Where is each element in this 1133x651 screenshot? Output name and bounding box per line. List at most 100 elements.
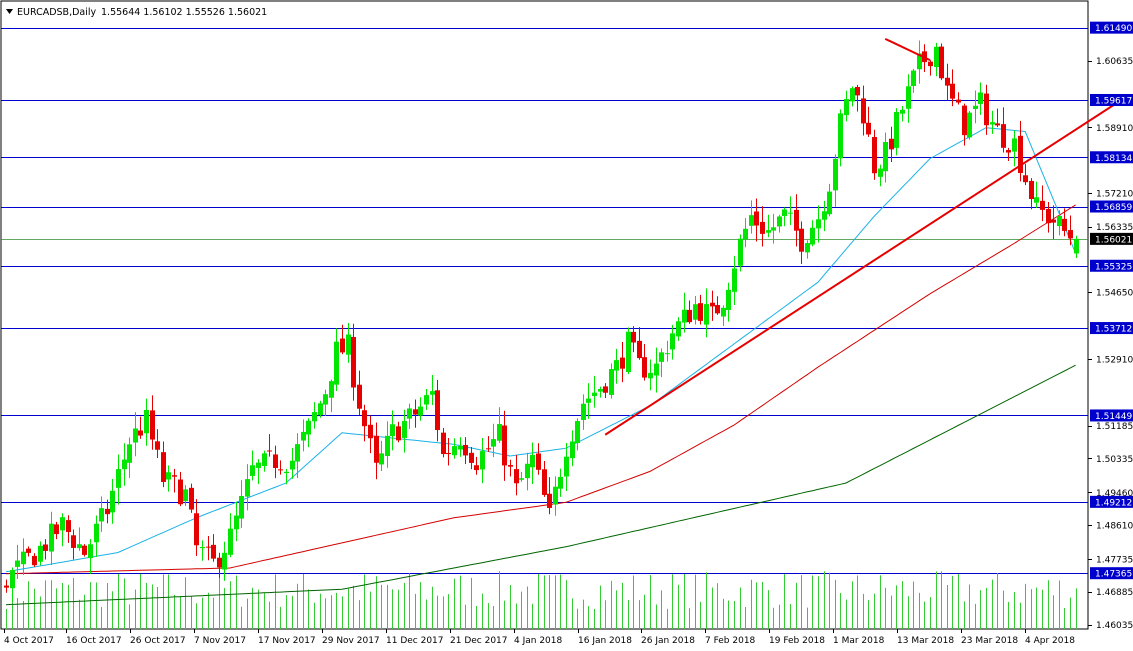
candle-body [374,435,379,463]
candle-body [49,523,54,552]
price-axis: 1.60635 1.58910 1.57210 1.56335 1.54650 1.529… [1088,21,1133,631]
candle-body [1046,209,1051,224]
candle-body [732,268,737,292]
y-tick-label: 1.56335 [1096,223,1133,233]
y-tick-label: 1.48610 [1096,522,1133,532]
candle-body [665,353,670,355]
candles [4,40,1079,602]
candle-body [592,392,597,397]
candle-body [194,513,199,546]
candle-body [788,212,793,214]
trendlines[interactable] [604,37,1121,436]
candle-body [962,105,967,136]
candle-body [144,409,149,434]
candle-body [816,219,821,229]
x-tick-label: 13 Mar 2018 [897,636,954,646]
candle-body [844,99,849,116]
y-tick-label: 1.51185 [1096,422,1133,432]
y-tick-label: 1.50335 [1096,455,1133,465]
candle-body [553,486,558,505]
candle-body [1034,197,1039,203]
candle-body [402,421,407,438]
candle-body [810,227,815,245]
candle-body [676,321,681,337]
candle-body [693,304,698,320]
y-tick-label: 1.60635 [1096,57,1133,67]
candle-body [558,477,563,489]
y-tick-label: 1.57210 [1096,189,1133,199]
candle-body [990,122,995,125]
candle-body [458,445,463,450]
candle-body [878,168,883,177]
candle-body [138,430,143,436]
x-tick-label: 19 Feb 2018 [769,636,825,646]
candle-body [486,448,491,450]
candle-body [133,428,138,443]
candle-body [900,109,905,114]
candle-body [54,524,59,535]
level-price-tag [1090,151,1133,164]
candle-body [648,372,653,379]
candle-body [211,544,216,559]
y-tick-label: 1.46035 [1096,621,1133,631]
candle-body [441,432,446,455]
candle-body [10,570,15,589]
candle-body [290,460,295,470]
candle-body [1029,180,1034,199]
candle-body [525,463,530,479]
horizontal-levels [1,28,1088,574]
candle-body [508,465,513,467]
candle-body [805,243,810,253]
candle-body [4,585,9,588]
candle-body [122,459,127,470]
candle-body [570,441,575,459]
level-price-label: 1.59617 [1095,96,1132,106]
candle-body [1001,124,1006,148]
candle-body [469,452,474,463]
level-price-tag [1090,200,1133,213]
candle-body [318,403,323,416]
x-tick-label: 7 Nov 2017 [194,636,246,646]
candle-body [715,305,720,314]
level-price-label: 1.55325 [1095,262,1132,272]
x-tick-label: 11 Dec 2017 [386,636,444,646]
chevron-down-icon[interactable] [6,9,13,14]
candle-body [1074,238,1079,254]
candle-body [939,46,944,79]
level-price-tag [1090,21,1133,34]
x-tick-label: 26 Jan 2018 [641,636,695,646]
candle-body [626,331,631,372]
candle-body [329,381,334,398]
candle-body [21,551,26,565]
candle-body [794,209,799,231]
candle-body [1068,230,1073,239]
candle-body [278,469,283,471]
y-tick-label: 1.54650 [1096,288,1133,298]
candle-body [682,309,687,323]
candle-body [116,469,121,488]
candle-body [659,352,664,362]
x-tick-label: 16 Oct 2017 [66,636,122,646]
level-price-label: 1.58134 [1095,154,1132,164]
candle-body [603,386,608,393]
current-price-label: 1.56021 [1095,235,1132,245]
candle-body [771,227,776,231]
moving-averages [5,127,1077,606]
x-tick-label: 26 Oct 2017 [130,636,186,646]
x-tick-label: 16 Jan 2018 [578,636,632,646]
x-tick-label: 7 Feb 2018 [705,636,756,646]
level-price-tag [1090,259,1133,272]
candle-body [721,307,726,317]
candle-body [995,123,1000,126]
candle-body [978,92,983,104]
candle-body [334,341,339,385]
candle-body [312,412,317,422]
y-tick-label: 1.49460 [1096,489,1133,499]
candle-body [161,452,166,482]
trendline-up [604,99,1121,436]
x-tick-label: 17 Nov 2017 [258,636,316,646]
candle-body [60,517,65,531]
candle-body [155,441,160,450]
candle-body [654,363,659,376]
